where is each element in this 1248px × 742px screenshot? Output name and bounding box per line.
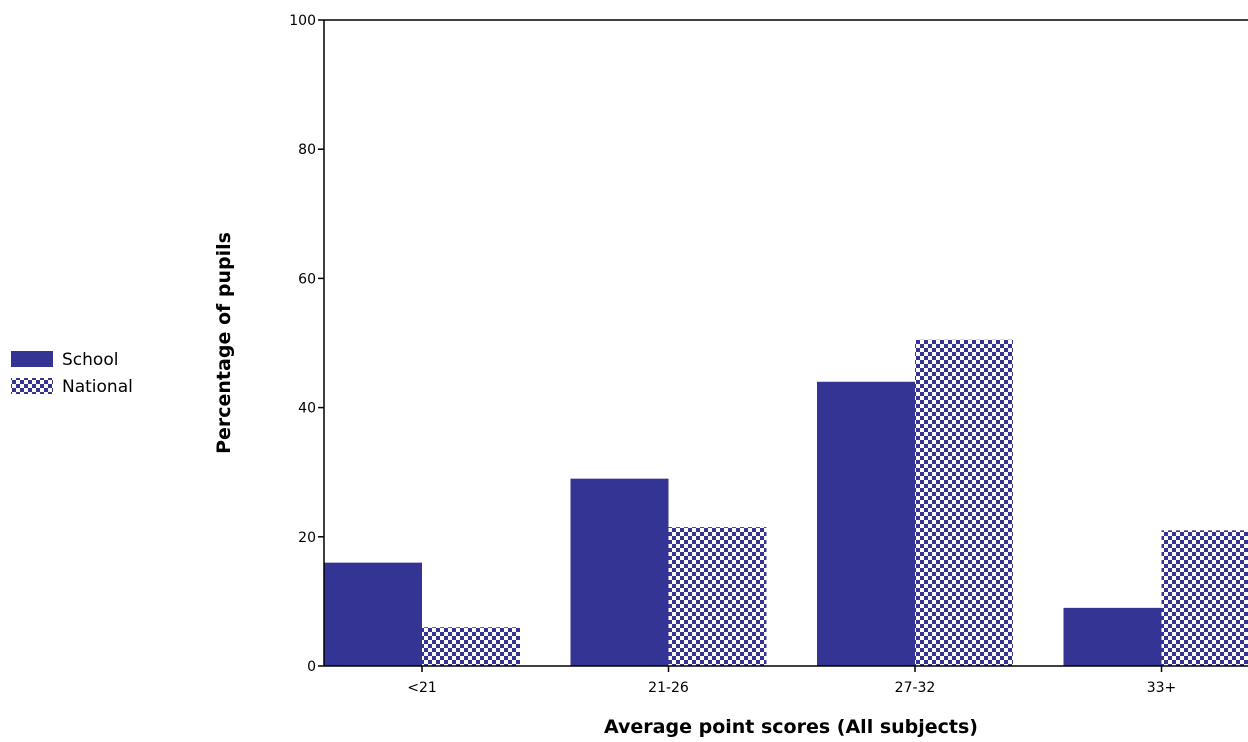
x-tick-label-1: 21-26 xyxy=(648,680,689,696)
bar-national-1 xyxy=(668,527,767,666)
legend-swatch-school xyxy=(11,351,53,367)
bar-national-3 xyxy=(1161,530,1248,666)
bar-school-1 xyxy=(570,478,669,666)
bar-school-2 xyxy=(817,381,915,666)
legend-swatch-national xyxy=(11,378,53,394)
bar-school-3 xyxy=(1063,607,1162,666)
bar-national-0 xyxy=(422,627,520,666)
x-axis-ticks: <21 21-26 27-32 33+ xyxy=(407,666,1176,696)
legend-label-school: School xyxy=(62,350,118,370)
y-tick-label-4: 80 xyxy=(298,142,316,158)
y-tick-label-0: 0 xyxy=(307,659,316,675)
x-tick-label-0: <21 xyxy=(407,680,437,696)
x-axis-title: Average point scores (All subjects) xyxy=(604,716,978,738)
x-tick-label-2: 27-32 xyxy=(895,680,936,696)
y-axis-ticks: 0 20 40 60 80 100 xyxy=(289,13,324,675)
x-tick-label-3: 33+ xyxy=(1147,680,1177,696)
y-axis-title: Percentage of pupils xyxy=(213,232,235,454)
legend: School National xyxy=(11,350,133,397)
y-tick-label-2: 40 xyxy=(298,401,316,417)
y-tick-label-1: 20 xyxy=(298,530,316,546)
y-tick-label-5: 100 xyxy=(289,13,316,29)
legend-label-national: National xyxy=(62,377,133,397)
bar-school-0 xyxy=(324,562,422,666)
bar-national-2 xyxy=(915,339,1013,666)
bars xyxy=(324,339,1248,666)
y-tick-label-3: 60 xyxy=(298,271,316,287)
